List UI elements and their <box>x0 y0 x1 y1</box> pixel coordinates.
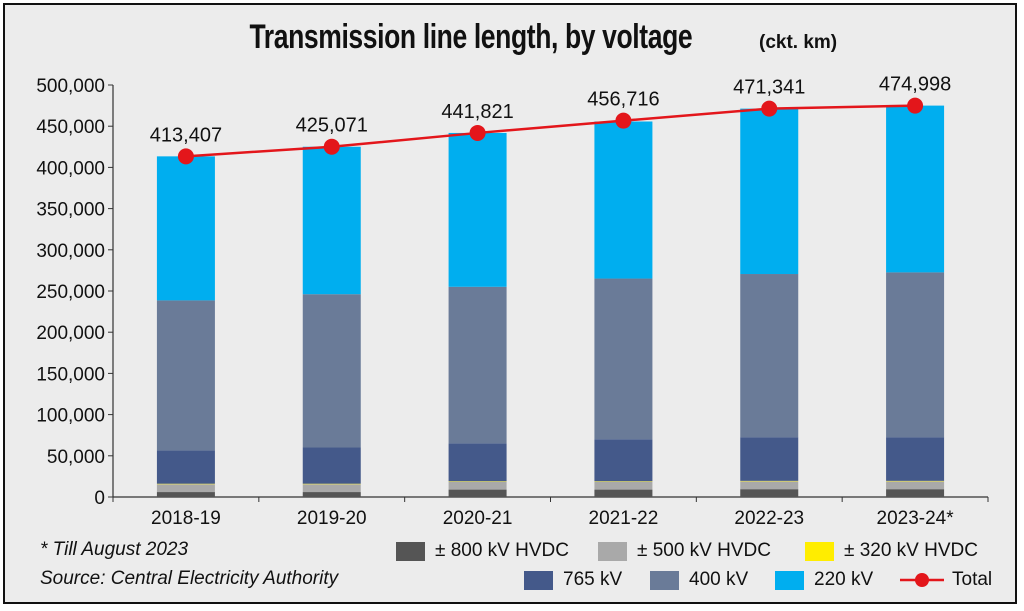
legend-swatch <box>650 570 679 590</box>
x-tick-label: 2020-21 <box>443 508 513 529</box>
bar-segment <box>740 437 799 481</box>
footnote: * Till August 2023 <box>40 539 189 560</box>
legend-line-marker <box>900 573 944 587</box>
bar-segment <box>886 481 945 490</box>
total-point <box>323 138 340 155</box>
legend-label: ± 800 kV HVDC <box>435 540 569 561</box>
bar-segment <box>156 450 215 484</box>
y-tick-label: 400,000 <box>36 158 105 179</box>
bar-segment <box>448 443 507 482</box>
legend-label: 220 kV <box>814 569 874 590</box>
legend-swatch <box>396 541 425 561</box>
chart-title: Transmission line length, by voltage (ck… <box>0 18 1024 57</box>
legend-item-400kv: 400 kV <box>650 569 748 591</box>
bar-segment <box>740 274 799 438</box>
legend-label: Total <box>952 569 993 590</box>
y-tick-label: 0 <box>94 488 105 509</box>
total-data-label: 425,071 <box>296 115 368 137</box>
legend-item-320kv-hvdc: ± 320 kV HVDC <box>805 540 978 562</box>
total-point <box>177 148 194 165</box>
legend-swatch <box>775 570 804 590</box>
total-data-label: 413,407 <box>150 124 222 146</box>
bar-segment <box>302 484 361 493</box>
bar-segment <box>302 294 361 448</box>
y-tick-label: 450,000 <box>36 117 105 138</box>
bar-segment <box>740 489 799 497</box>
legend-item-800kv-hvdc: ± 800 kV HVDC <box>396 540 569 562</box>
legend-item-total: Total <box>900 569 992 591</box>
legend-item-765kv: 765 kV <box>524 569 622 591</box>
bar-segment <box>302 146 361 295</box>
bar-segment <box>448 286 507 444</box>
source-note: Source: Central Electricity Authority <box>40 568 339 589</box>
x-tick-label: 2019-20 <box>297 508 367 529</box>
bar-segment <box>448 481 507 490</box>
bar-segment <box>302 447 361 484</box>
y-tick-label: 100,000 <box>36 406 105 427</box>
y-tick-label: 350,000 <box>36 200 105 221</box>
total-point <box>615 112 632 129</box>
chart-notes: * Till August 2023 Source: Central Elect… <box>40 535 338 593</box>
chart-title-unit: (ckt. km) <box>759 32 838 53</box>
total-data-label: 456,716 <box>587 89 659 111</box>
bar-segment <box>886 437 945 481</box>
total-point <box>469 124 486 141</box>
x-tick-label: 2022-23 <box>734 508 804 529</box>
bar-segment <box>448 132 507 287</box>
x-tick-label: 2023-24* <box>877 508 955 529</box>
y-tick-label: 200,000 <box>36 323 105 344</box>
legend-item-220kv: 220 kV <box>775 569 873 591</box>
bar-segment <box>594 489 653 497</box>
bar-segment <box>740 481 799 490</box>
bar-segment <box>156 300 215 451</box>
legend-label: 765 kV <box>563 569 623 590</box>
bar-segment <box>156 156 215 301</box>
legend-swatch <box>598 541 627 561</box>
bar-segment <box>740 108 799 275</box>
x-tick-label: 2021-22 <box>589 508 659 529</box>
bar-segment <box>594 439 653 482</box>
bar-segment <box>886 489 945 497</box>
x-tick-label: 2018-19 <box>151 508 221 529</box>
bar-segment <box>594 121 653 279</box>
bar-segment <box>594 278 653 440</box>
y-tick-label: 500,000 <box>36 76 105 97</box>
total-data-label: 471,341 <box>733 77 805 99</box>
legend-swatch <box>805 541 834 561</box>
y-tick-label: 250,000 <box>36 282 105 303</box>
legend-item-500kv-hvdc: ± 500 kV HVDC <box>598 540 771 562</box>
y-tick-label: 300,000 <box>36 241 105 262</box>
legend-swatch <box>524 570 553 590</box>
bar-segment <box>156 492 215 497</box>
total-data-label: 441,821 <box>441 101 513 123</box>
total-data-label: 474,998 <box>879 74 951 96</box>
bar-segment <box>886 105 945 273</box>
legend-label: ± 500 kV HVDC <box>637 540 771 561</box>
chart-title-text: Transmission line length, by voltage <box>249 18 693 56</box>
total-point <box>907 97 924 114</box>
y-tick-label: 150,000 <box>36 364 105 385</box>
total-line <box>185 104 916 158</box>
bar-segment <box>156 484 215 493</box>
bar-segment <box>302 492 361 497</box>
bar-segment <box>594 481 653 490</box>
bar-segment <box>448 489 507 497</box>
bar-segment <box>886 272 945 438</box>
total-point <box>761 100 778 117</box>
legend-label: 400 kV <box>689 569 749 590</box>
legend-label: ± 320 kV HVDC <box>844 540 978 561</box>
y-tick-label: 50,000 <box>47 447 105 468</box>
